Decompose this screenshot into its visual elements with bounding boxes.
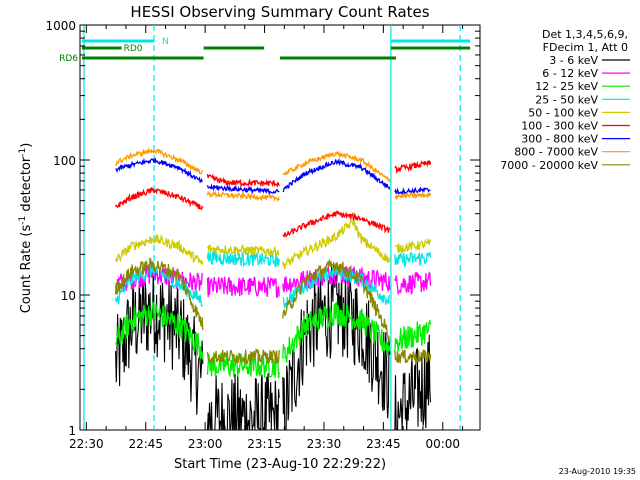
x-tick-label-4: 23:30 — [307, 437, 342, 451]
timestamp: 23-Aug-2010 19:35 — [559, 467, 636, 476]
y-tick-label-1: 10 — [61, 289, 76, 303]
y-axis-label-part-1: -1 — [18, 216, 28, 225]
x-tick-label-1: 22:45 — [128, 437, 163, 451]
y-axis-label-part-2: detector — [19, 156, 34, 216]
x-axis-label: Start Time (23-Aug-10 22:29:22) — [174, 457, 386, 472]
y-axis-label-part-3: -1 — [18, 148, 28, 157]
y-tick-label-0: 1 — [68, 424, 76, 438]
axes: 22:30 22:45 23:00 23:15 23:30 23:45 00:00 1 10 10… — [45, 19, 480, 451]
series-line-7 — [115, 146, 432, 203]
flag-bar-label-1: RD0 — [124, 44, 143, 54]
legend-header-0: Det 1,3,4,5,6,9, — [542, 28, 628, 41]
y-tick-label-3: 1000 — [45, 19, 76, 33]
legend-label-2: 12 - 25 keV — [535, 80, 598, 93]
legend-label-7: 800 - 7000 keV — [514, 146, 598, 159]
x-tick-label-3: 23:15 — [247, 437, 282, 451]
series-line-8 — [114, 257, 432, 366]
series-line-1 — [114, 264, 432, 299]
series-group — [114, 146, 432, 431]
legend: Det 1,3,4,5,6,9,FDecim 1, Att 03 - 6 keV… — [500, 28, 630, 172]
y-axis-label-part-0: Count Rate (s — [19, 225, 34, 314]
legend-label-8: 7000 - 20000 keV — [500, 159, 598, 172]
legend-label-5: 100 - 300 keV — [521, 120, 598, 133]
legend-label-1: 6 - 12 keV — [542, 67, 598, 80]
series-line-0 — [115, 263, 432, 431]
legend-label-4: 50 - 100 keV — [528, 106, 598, 119]
series-line-6 — [115, 157, 431, 196]
chart-title: HESSI Observing Summary Count Rates — [130, 3, 429, 21]
flag-bar-label-0: N — [162, 37, 169, 47]
legend-label-3: 25 - 50 keV — [535, 93, 598, 106]
legend-label-0: 3 - 6 keV — [549, 54, 598, 67]
flag-bar-label-2: RD6 — [59, 54, 78, 64]
plot-frame — [79, 24, 481, 431]
x-tick-label-2: 23:00 — [188, 437, 223, 451]
y-axis-label: Count Rate (s-1 detector-1) — [18, 143, 34, 314]
x-tick-label-0: 22:30 — [69, 437, 104, 451]
y-axis-label-part-4: ) — [19, 143, 34, 148]
series-line-4 — [114, 218, 432, 270]
flag-bars: N RD0 RD6 — [59, 37, 471, 64]
x-tick-label-6: 00:00 — [425, 437, 460, 451]
plot-area — [79, 24, 481, 431]
y-tick-label-2: 100 — [53, 154, 76, 168]
series-line-2 — [115, 301, 432, 379]
x-tick-label-5: 23:45 — [366, 437, 401, 451]
series-line-5 — [115, 160, 432, 238]
legend-label-6: 300 - 800 keV — [521, 133, 598, 146]
legend-header-1: FDecim 1, Att 0 — [543, 41, 628, 54]
